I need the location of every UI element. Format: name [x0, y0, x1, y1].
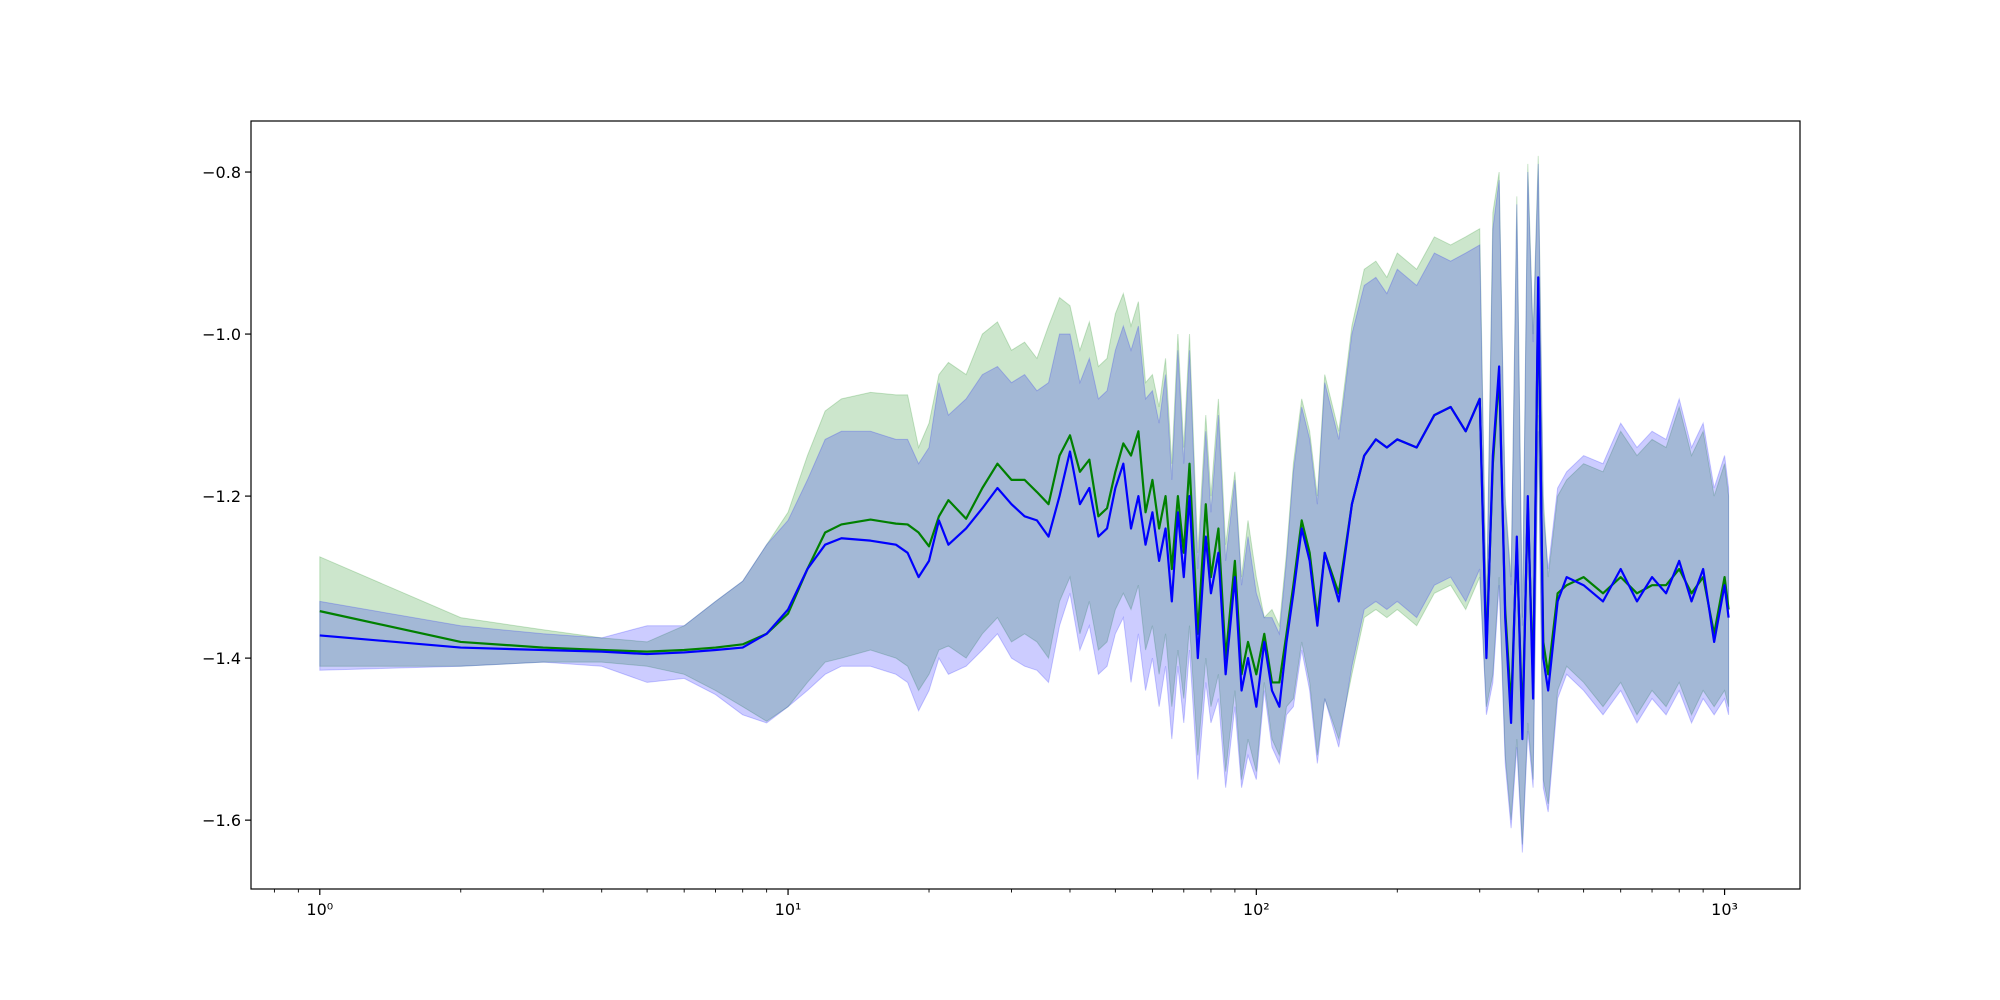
y-tick-label: −1.2 — [202, 487, 241, 506]
confidence-band — [319, 163, 1730, 853]
confidence-band — [319, 155, 1730, 845]
y-tick-label: −1.6 — [202, 811, 241, 830]
y-tick-label: −1.4 — [202, 649, 241, 668]
x-tick-label: 10¹ — [775, 900, 802, 919]
plot-frame — [250, 120, 1801, 890]
y-tick-label: −0.8 — [202, 163, 241, 182]
line — [319, 276, 1730, 741]
y-tick-label: −1.0 — [202, 325, 241, 344]
x-tick-label: 10⁰ — [306, 900, 333, 919]
x-tick-label: 10³ — [1711, 900, 1738, 919]
x-tick-label: 10² — [1243, 900, 1270, 919]
